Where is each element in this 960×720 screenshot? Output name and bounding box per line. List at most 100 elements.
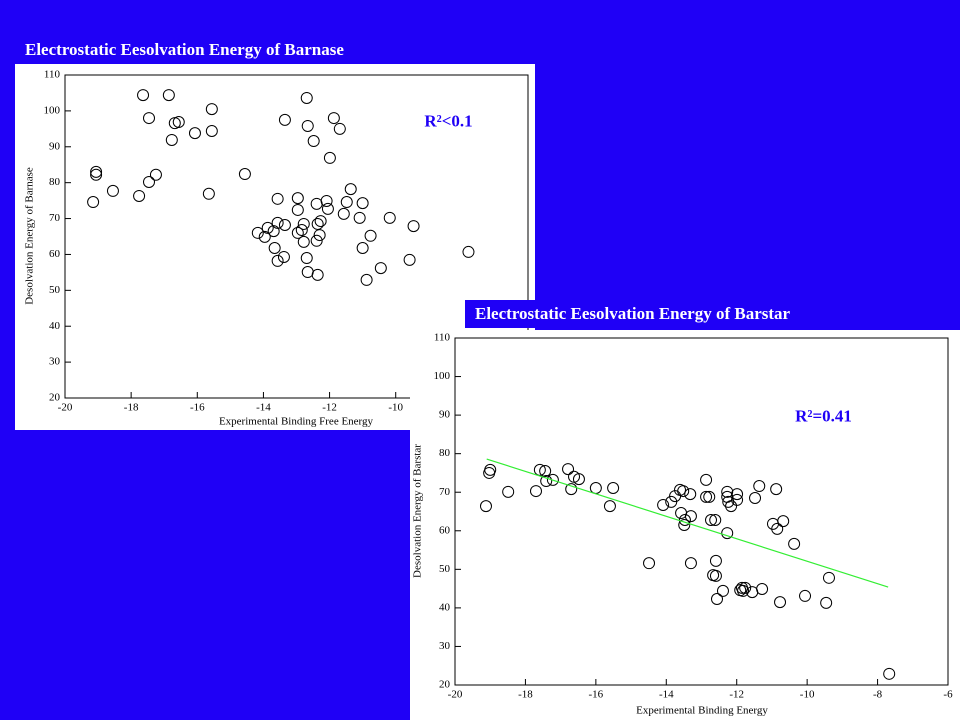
x-tick-label: -14 — [659, 689, 674, 701]
data-point — [360, 273, 373, 286]
x-tick-label: -12 — [729, 689, 744, 701]
data-point — [709, 513, 722, 526]
data-point — [333, 122, 346, 135]
y-tick-label: 30 — [439, 640, 451, 652]
x-tick-label: -20 — [448, 689, 463, 701]
x-tick-label: -10 — [800, 689, 815, 701]
y-tick-label: 70 — [439, 486, 451, 498]
data-point — [297, 217, 310, 230]
data-point — [383, 211, 396, 224]
data-point — [529, 485, 542, 498]
plot-frame — [454, 337, 949, 686]
data-point — [271, 216, 284, 229]
x-tick-label: -16 — [190, 402, 205, 414]
data-point — [643, 557, 656, 570]
y-tick-label: 110 — [434, 332, 451, 344]
data-point — [562, 463, 575, 476]
fit-line — [486, 458, 889, 588]
data-point — [291, 203, 304, 216]
annotation-box — [775, 400, 872, 435]
x-tick-label: -12 — [322, 402, 337, 414]
data-point — [749, 492, 762, 505]
data-point — [533, 463, 546, 476]
data-point — [251, 226, 264, 239]
data-point — [205, 124, 218, 137]
data-point — [479, 500, 492, 513]
data-point — [539, 465, 552, 478]
data-point — [320, 194, 333, 207]
data-point — [705, 513, 718, 526]
data-point — [374, 262, 387, 275]
data-point — [603, 500, 616, 513]
data-point — [364, 229, 377, 242]
data-point — [725, 500, 738, 513]
data-point — [205, 103, 218, 116]
data-point — [313, 229, 326, 242]
data-point — [321, 202, 334, 215]
chart-title: Electrostatic Eesolvation Energy of Barn… — [25, 40, 344, 59]
data-point — [277, 250, 290, 263]
data-point — [684, 557, 697, 570]
data-point — [799, 589, 812, 602]
data-point — [87, 196, 100, 209]
data-point — [268, 241, 281, 254]
y-axis-label: Desolvation Energy of Barstar — [412, 444, 424, 578]
data-point — [788, 537, 801, 550]
x-tick-label: -6 — [943, 689, 953, 701]
data-point — [143, 112, 156, 125]
y-tick-label: 90 — [439, 409, 451, 421]
x-tick-label: -14 — [256, 402, 271, 414]
data-point — [721, 527, 734, 540]
data-point — [546, 473, 559, 486]
y-tick-label: 20 — [49, 392, 61, 404]
data-point — [657, 498, 670, 511]
y-tick-label: 70 — [49, 212, 61, 224]
y-tick-label: 30 — [49, 356, 61, 368]
data-point — [753, 480, 766, 493]
data-point — [721, 485, 734, 498]
data-point — [820, 596, 833, 609]
data-point — [407, 220, 420, 233]
data-point — [770, 483, 783, 496]
data-point — [684, 488, 697, 501]
data-point — [278, 219, 291, 232]
data-point — [731, 488, 744, 501]
data-point — [258, 230, 271, 243]
y-tick-label: 60 — [439, 524, 451, 536]
y-axis-label: Desolvation Energy of Barnase — [24, 167, 36, 305]
data-point — [106, 184, 119, 197]
y-tick-label: 20 — [439, 679, 451, 691]
data-point — [337, 207, 350, 220]
data-point — [353, 211, 366, 224]
title-banner — [465, 300, 870, 328]
data-point — [90, 165, 103, 178]
data-point — [143, 175, 156, 188]
x-tick-label: -18 — [518, 689, 533, 701]
x-axis-label: Experimental Binding Energy — [636, 705, 768, 717]
annotation-box — [400, 105, 497, 140]
data-point — [739, 581, 752, 594]
data-point — [307, 135, 320, 148]
data-point — [822, 571, 835, 584]
data-point — [300, 252, 313, 265]
data-point — [271, 254, 284, 267]
data-point — [703, 490, 716, 503]
data-point — [607, 481, 620, 494]
data-point — [771, 522, 784, 535]
data-point — [261, 221, 274, 234]
data-point — [883, 667, 896, 680]
data-point — [731, 493, 744, 506]
y-tick-label: 100 — [44, 104, 61, 116]
data-point — [90, 168, 103, 181]
x-tick-label: -16 — [589, 689, 604, 701]
data-point — [716, 584, 729, 597]
data-point — [238, 168, 251, 181]
y-tick-label: 40 — [49, 320, 61, 332]
data-point — [572, 473, 585, 486]
data-point — [677, 485, 690, 498]
x-tick-label: -8 — [873, 689, 883, 701]
data-point — [684, 510, 697, 523]
data-point — [774, 596, 787, 609]
x-tick-label: -18 — [124, 402, 139, 414]
